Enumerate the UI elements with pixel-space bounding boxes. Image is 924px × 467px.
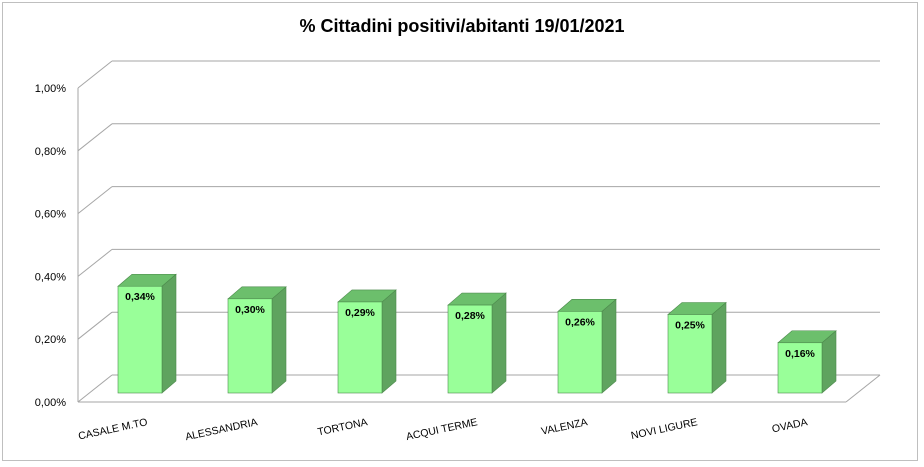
y-tick-label: 0,20% <box>35 334 66 346</box>
floor-edge <box>845 374 881 403</box>
gridline-diagonal <box>77 311 113 340</box>
x-tick-label: OVADA <box>771 416 809 435</box>
bar-side <box>711 301 727 394</box>
bar-front <box>777 342 823 394</box>
gridline-diagonal <box>77 249 113 277</box>
bar <box>777 330 837 394</box>
chart-title: % Cittadini positivi/abitanti 19/01/2021 <box>299 16 625 36</box>
x-tick-label: ACQUI TERME <box>405 416 479 443</box>
bar <box>667 301 727 394</box>
bar-front <box>667 314 713 394</box>
bar-front <box>337 301 383 394</box>
bar <box>447 292 507 394</box>
y-tick-label: 0,40% <box>35 271 66 283</box>
data-label: 0,16% <box>785 348 815 360</box>
data-label: 0,29% <box>345 307 375 319</box>
bar-side <box>381 289 397 394</box>
bar-side <box>161 273 177 394</box>
data-label: 0,26% <box>565 316 595 328</box>
data-label: 0,28% <box>455 310 485 322</box>
data-label: 0,30% <box>235 304 265 316</box>
x-tick-label: CASALE M.TO <box>77 416 148 442</box>
bar-front <box>117 285 163 394</box>
bar <box>557 298 617 394</box>
bar <box>117 273 177 394</box>
bar-front <box>557 311 603 394</box>
bar <box>227 286 287 394</box>
gridline-diagonal <box>77 123 113 152</box>
x-tick-label: ALESSANDRIA <box>184 416 258 443</box>
gridline-diagonal <box>77 374 113 403</box>
data-label: 0,34% <box>125 291 155 303</box>
x-tick-label: VALENZA <box>540 416 589 438</box>
y-tick-label: 0,00% <box>35 397 66 409</box>
bar-side <box>491 292 507 394</box>
bar <box>337 289 397 394</box>
x-tick-label: TORTONA <box>316 416 368 438</box>
data-label: 0,25% <box>675 320 705 332</box>
y-tick-label: 0,80% <box>35 146 66 158</box>
gridline-diagonal <box>77 186 113 214</box>
bar-side <box>601 298 617 394</box>
y-tick-label: 1,00% <box>35 83 66 95</box>
gridline-diagonal <box>77 60 113 89</box>
y-tick-label: 0,60% <box>35 209 66 221</box>
bar-front <box>447 304 493 394</box>
bar-side <box>271 286 287 394</box>
bar-front <box>227 298 273 394</box>
x-tick-label: NOVI LIGURE <box>630 416 699 442</box>
